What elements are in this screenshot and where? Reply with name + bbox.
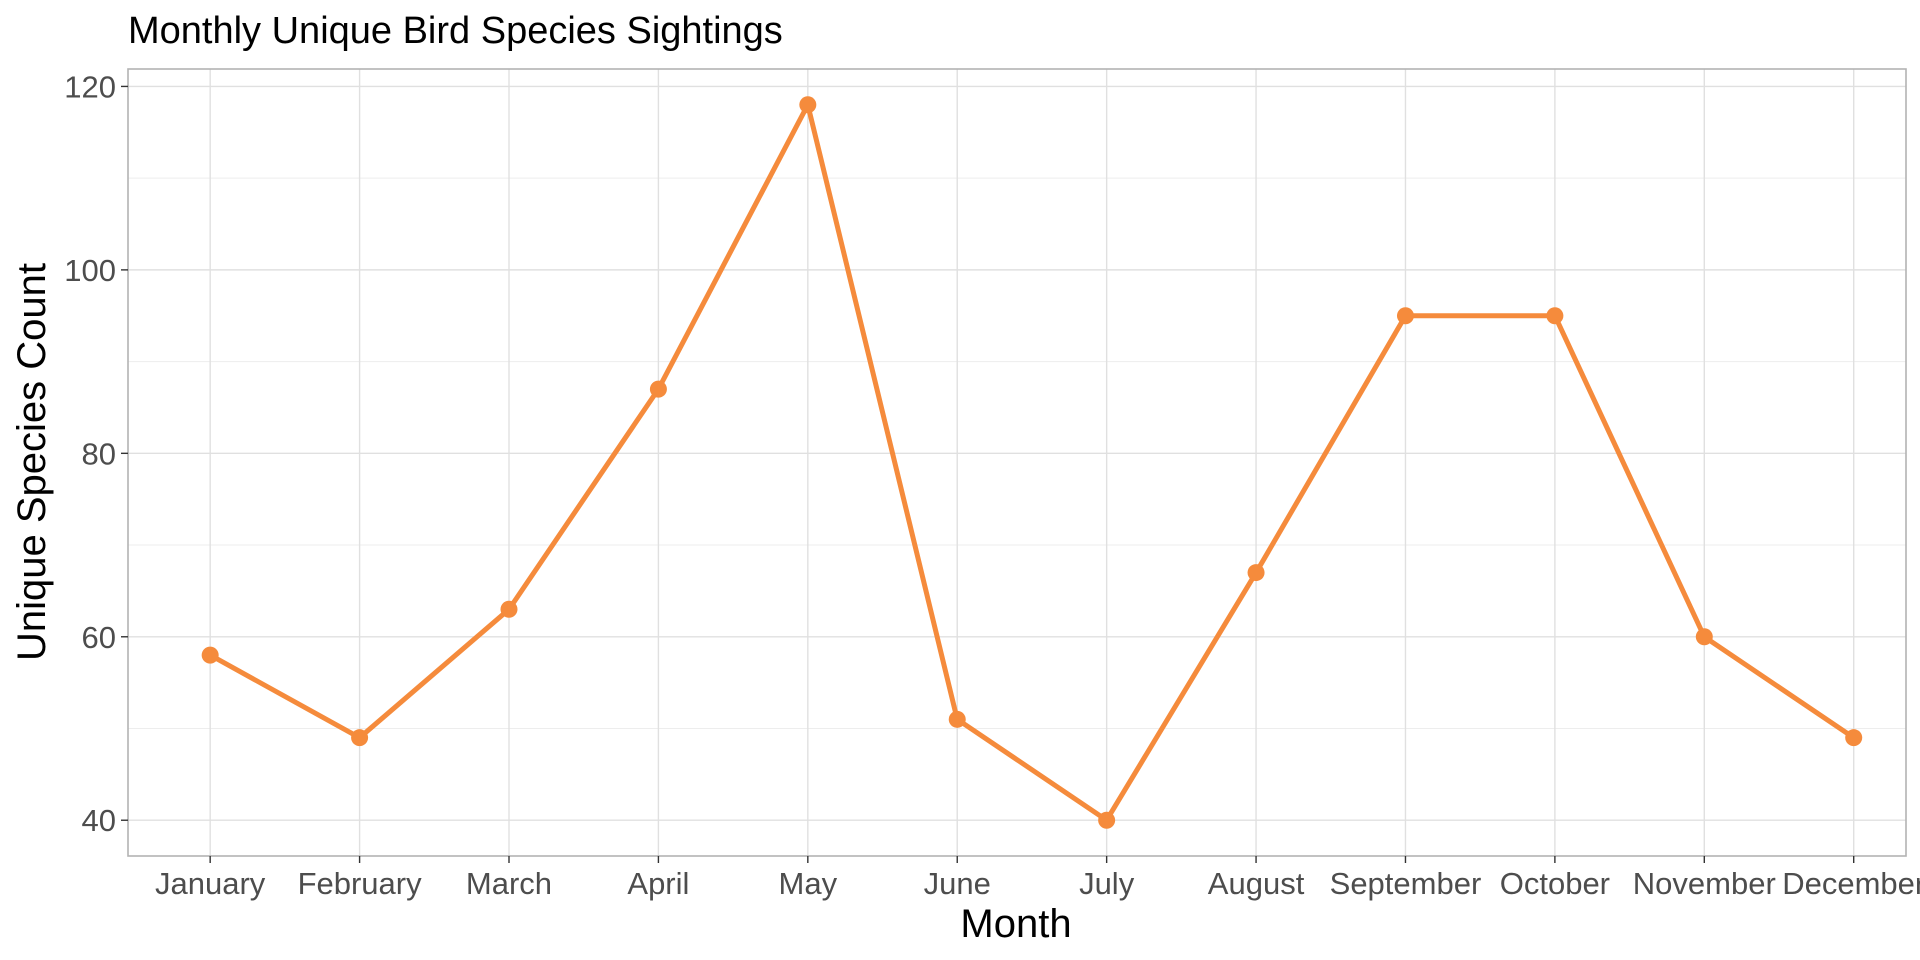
x-tick-label: July [1079,866,1135,901]
x-tick-label: March [466,866,552,901]
x-tick-label: October [1500,866,1610,901]
series-line [207,102,1857,823]
data-point [1845,729,1863,747]
x-tick-label: April [627,866,689,901]
x-axis-tick-labels: January February March April May June July Augu… [155,866,1920,901]
data-point [649,380,667,398]
x-tick-label: May [779,866,838,901]
plot-panel-border [127,68,1907,857]
data-point [1247,564,1265,582]
data-point [1546,307,1564,325]
y-axis-title: Unique Species Count [10,263,54,661]
grid [128,69,1906,856]
x-tick-label: January [155,866,266,901]
series-layer [201,96,1863,829]
x-axis-title: Month [960,902,1071,946]
data-point [799,96,817,114]
y-tick-label: 40 [82,803,116,838]
y-tick-label: 100 [64,253,116,288]
data-point [948,710,966,728]
x-tick-label: June [924,866,991,901]
data-point [201,646,219,664]
data-point [500,600,518,618]
x-tick-label: September [1330,866,1482,901]
data-point [1396,307,1414,325]
data-point [1695,628,1713,646]
y-tick-label: 120 [64,69,116,104]
chart-title: Monthly Unique Bird Species Sightings [128,10,783,52]
y-tick-label: 80 [82,436,116,471]
data-point [1098,811,1116,829]
y-tick-label: 60 [82,620,116,655]
x-tick-label: November [1633,866,1776,901]
y-axis-tick-labels: 40 60 80 100 120 [64,69,116,838]
x-tick-label: December [1782,866,1920,901]
axis-ticks [121,85,1855,863]
x-tick-label: February [298,866,423,901]
data-point [351,729,369,747]
x-tick-label: August [1208,866,1305,901]
